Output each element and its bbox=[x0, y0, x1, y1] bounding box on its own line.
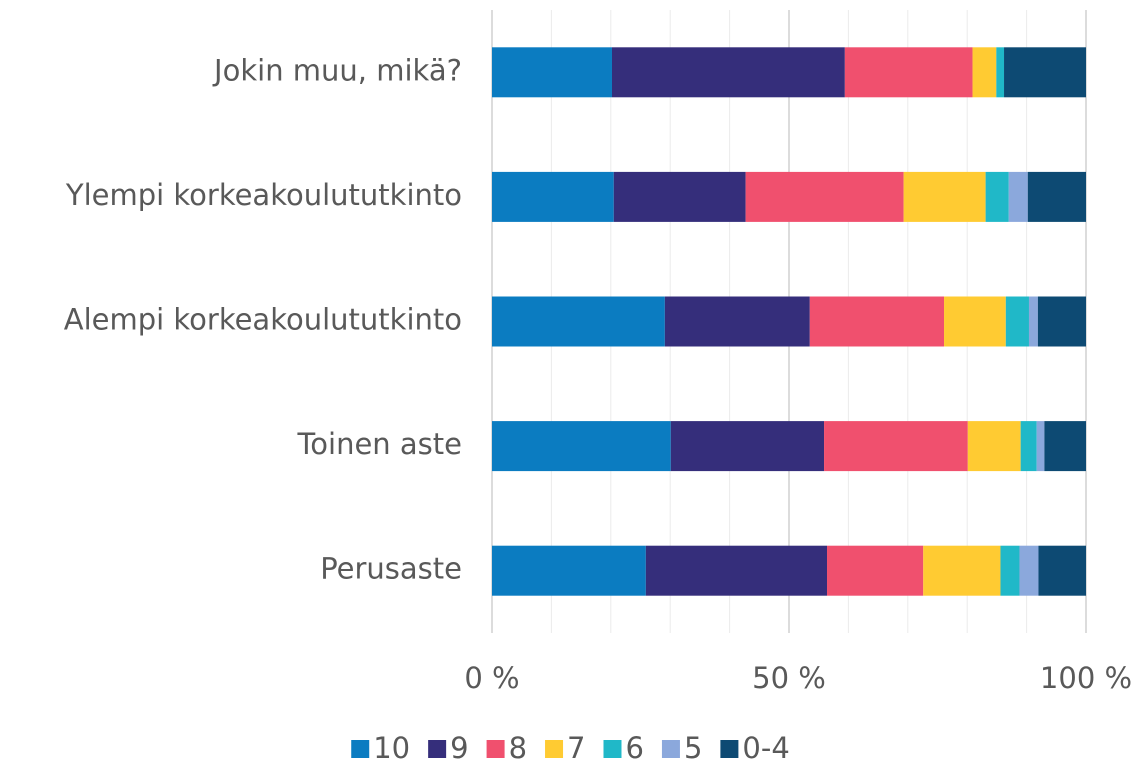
bar-segment bbox=[827, 545, 924, 596]
bar-segment bbox=[967, 421, 1021, 472]
bar-segment bbox=[844, 47, 973, 98]
category-label: Jokin muu, mikä? bbox=[212, 53, 462, 87]
legend-label: 7 bbox=[567, 731, 585, 764]
legend-label: 5 bbox=[684, 731, 702, 764]
bar-segment bbox=[1036, 421, 1045, 472]
bar-segment bbox=[809, 296, 945, 347]
bar-segment bbox=[492, 47, 612, 98]
bar-segment bbox=[492, 545, 646, 596]
bar-segment bbox=[1004, 47, 1086, 98]
x-tick-label: 0 % bbox=[464, 661, 519, 695]
legend-label: 10 bbox=[373, 731, 410, 764]
category-label: Ylempi korkeakoulututkinto bbox=[65, 178, 462, 212]
legend-label: 9 bbox=[450, 731, 468, 764]
bar-segment bbox=[824, 421, 968, 472]
bar-segment bbox=[492, 296, 665, 347]
bar-segment bbox=[645, 545, 828, 596]
legend-swatch bbox=[351, 740, 370, 758]
bar-segment bbox=[1037, 296, 1086, 347]
legend-label: 0-4 bbox=[742, 731, 789, 764]
bar-segment bbox=[944, 296, 1006, 347]
legend: 10 9 8 7 6 5 0-4 bbox=[351, 731, 790, 764]
bar-segment bbox=[996, 47, 1005, 98]
category-label: Toinen aste bbox=[297, 427, 463, 461]
bar-segment bbox=[611, 47, 845, 98]
bar-segment bbox=[972, 47, 997, 98]
legend-swatch bbox=[661, 740, 680, 758]
bar-segment bbox=[1019, 545, 1039, 596]
category-label: Alempi korkeakoulututkinto bbox=[64, 303, 462, 337]
legend-swatch bbox=[545, 740, 564, 758]
bar-segment bbox=[1000, 545, 1020, 596]
bar-segment bbox=[1027, 171, 1086, 222]
legend-swatch bbox=[603, 740, 622, 758]
x-tick-label: 100 % bbox=[1040, 661, 1132, 695]
bar-segment bbox=[1008, 171, 1028, 222]
bar-segment bbox=[613, 171, 746, 222]
bar-segment bbox=[1005, 296, 1029, 347]
bar-segment bbox=[985, 171, 1009, 222]
bar-segment bbox=[670, 421, 825, 472]
bar-segment bbox=[903, 171, 986, 222]
legend-swatch bbox=[428, 740, 447, 758]
bar-segment bbox=[664, 296, 810, 347]
bar-segment bbox=[745, 171, 904, 222]
legend-swatch bbox=[486, 740, 505, 758]
legend-label: 8 bbox=[509, 731, 527, 764]
bar-segment bbox=[923, 545, 1001, 596]
legend-label: 6 bbox=[625, 731, 643, 764]
bar-segment bbox=[492, 171, 614, 222]
bar-segment bbox=[1020, 421, 1037, 472]
bar-segment bbox=[1038, 545, 1086, 596]
bar-segment bbox=[1028, 296, 1038, 347]
legend-swatch bbox=[720, 740, 739, 758]
category-label: Perusaste bbox=[320, 552, 462, 586]
bar-segment bbox=[492, 421, 671, 472]
bar-segment bbox=[1044, 421, 1086, 472]
x-tick-label: 50 % bbox=[752, 661, 826, 695]
